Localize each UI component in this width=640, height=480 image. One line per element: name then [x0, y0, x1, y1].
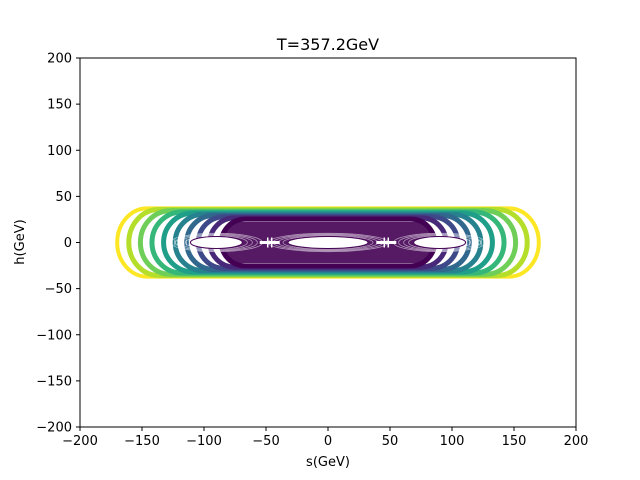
contour-minima	[168, 232, 488, 253]
minimum-ring	[184, 235, 248, 250]
x-tick-label: 100	[440, 434, 465, 449]
y-tick-label: 150	[47, 98, 72, 113]
y-tick-label: 200	[47, 52, 72, 67]
x-tick-label: −200	[62, 434, 98, 449]
x-tick-label: 0	[324, 434, 332, 449]
y-tick-label: 0	[64, 236, 72, 251]
y-axis: −200 −150 −100 −50 0 50 100 150 200	[36, 52, 80, 436]
x-axis: −200 −150 −100 −50 0 50 100 150 200	[62, 427, 588, 449]
x-axis-label: s(GeV)	[306, 455, 350, 470]
x-tick-label: 150	[502, 434, 527, 449]
y-tick-label: −50	[45, 282, 72, 297]
minimum-point	[287, 236, 369, 249]
y-tick-label: 50	[55, 190, 72, 205]
plot-area	[115, 206, 541, 279]
minimum-ring	[282, 235, 374, 250]
y-tick-label: −200	[36, 421, 72, 436]
chart-title: T=357.2GeV	[276, 35, 379, 54]
minimum-point	[189, 236, 243, 249]
x-tick-label: −50	[252, 434, 279, 449]
y-axis-label: h(GeV)	[13, 219, 28, 264]
y-tick-label: −150	[36, 374, 72, 389]
x-tick-label: −100	[186, 434, 222, 449]
minimum-point	[413, 236, 467, 249]
x-tick-label: 50	[382, 434, 399, 449]
minimum-ring	[398, 233, 482, 252]
x-tick-label: −150	[124, 434, 160, 449]
minimum-ring	[174, 233, 258, 252]
y-tick-label: 100	[47, 144, 72, 159]
x-tick-label: 200	[564, 434, 589, 449]
y-tick-label: −100	[36, 328, 72, 343]
minimum-ring	[408, 235, 472, 250]
